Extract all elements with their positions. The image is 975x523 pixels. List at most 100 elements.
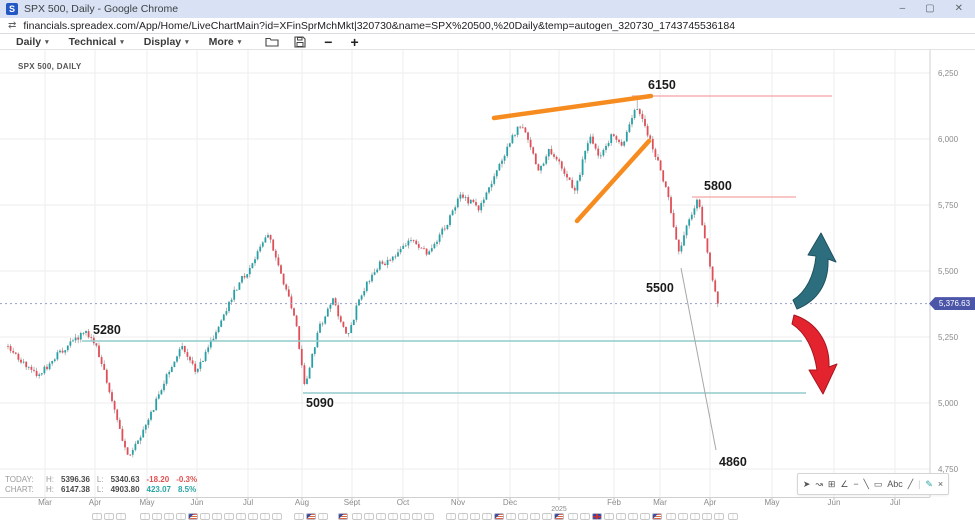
calendar-event-pill[interactable]: [580, 513, 590, 520]
window-controls: – ▢ ✕: [900, 0, 969, 18]
curve-tool-icon[interactable]: ↝: [815, 479, 823, 489]
calendar-event-pill[interactable]: [616, 513, 626, 520]
diagonal-line-tool-icon[interactable]: ╱: [907, 479, 914, 489]
calendar-event-flag-us[interactable]: [188, 513, 198, 520]
trend-line: [491, 93, 654, 121]
calendar-event-flag-us[interactable]: [554, 513, 564, 520]
calendar-event-pill[interactable]: [294, 513, 304, 520]
calendar-event-pill[interactable]: [604, 513, 614, 520]
text-tool-icon[interactable]: Abc: [887, 479, 903, 489]
zoom-out-button[interactable]: −: [324, 33, 333, 50]
candle-body: [657, 157, 659, 161]
candle-body: [651, 138, 654, 150]
calendar-event-pill[interactable]: [446, 513, 456, 520]
calendar-event-pill[interactable]: [104, 513, 114, 520]
candle-body: [150, 411, 152, 420]
candle-body: [547, 149, 550, 157]
calendar-event-pill[interactable]: [318, 513, 328, 520]
candle-body: [173, 361, 176, 367]
candle-body: [43, 366, 46, 374]
calendar-event-pill[interactable]: [152, 513, 162, 520]
calendar-event-pill[interactable]: [666, 513, 676, 520]
calendar-event-pill[interactable]: [470, 513, 480, 520]
candle-body: [384, 263, 386, 265]
calendar-event-pill[interactable]: [212, 513, 222, 520]
calendar-event-pill[interactable]: [458, 513, 468, 520]
calendar-event-flag-us[interactable]: [338, 513, 348, 520]
calendar-event-pill[interactable]: [702, 513, 712, 520]
minimize-icon[interactable]: –: [899, 3, 906, 14]
calendar-event-flag-us[interactable]: [494, 513, 504, 520]
calendar-event-pill[interactable]: [678, 513, 688, 520]
close-icon[interactable]: ✕: [954, 3, 963, 14]
calendar-event-pill[interactable]: [530, 513, 540, 520]
calendar-event-pill[interactable]: [628, 513, 638, 520]
cursor-tool-icon[interactable]: ➤: [802, 479, 811, 489]
candle-body: [165, 374, 168, 384]
candle-body: [285, 284, 288, 290]
calendar-event-pill[interactable]: [352, 513, 362, 520]
candle-body: [277, 257, 280, 266]
calendar-event-pill[interactable]: [690, 513, 700, 520]
address-bar[interactable]: ⇄ financials.spreadex.com/App/Home/LiveC…: [0, 18, 975, 34]
calendar-event-pill[interactable]: [376, 513, 386, 520]
open-folder-icon[interactable]: [265, 36, 280, 47]
chart-canvas[interactable]: [0, 50, 975, 523]
candle-body: [501, 160, 503, 164]
pencil-tool-icon[interactable]: ✎: [925, 479, 933, 489]
calendar-event-flag-uk[interactable]: [592, 513, 602, 520]
candle-body: [618, 139, 620, 142]
candle-body: [168, 371, 171, 375]
url-text[interactable]: financials.spreadex.com/App/Home/LiveCha…: [23, 19, 736, 32]
candle-body: [17, 353, 20, 360]
calendar-event-flag-us[interactable]: [652, 513, 662, 520]
candle-body: [222, 314, 225, 321]
calendar-event-pill[interactable]: [200, 513, 210, 520]
time-tick-label: Nov: [450, 498, 466, 507]
calendar-event-pill[interactable]: [388, 513, 398, 520]
calendar-event-pill[interactable]: [248, 513, 258, 520]
calendar-event-pill[interactable]: [714, 513, 724, 520]
rectangle-tool-icon[interactable]: ▭: [873, 479, 883, 489]
calendar-event-pill[interactable]: [542, 513, 552, 520]
calendar-event-pill[interactable]: [400, 513, 410, 520]
time-tick-label: 2025: [551, 506, 567, 513]
calendar-event-pill[interactable]: [140, 513, 150, 520]
calendar-event-pill[interactable]: [482, 513, 492, 520]
candle-body: [72, 340, 74, 342]
calendar-event-pill[interactable]: [92, 513, 102, 520]
menu-technical[interactable]: Technical ▾: [68, 35, 124, 48]
menu-more[interactable]: More ▾: [208, 35, 242, 48]
calendar-event-pill[interactable]: [640, 513, 650, 520]
horizontal-line-tool-icon[interactable]: −: [853, 479, 859, 489]
menu-daily[interactable]: Daily ▾: [16, 35, 49, 48]
zoom-in-button[interactable]: +: [350, 33, 359, 50]
calendar-event-pill[interactable]: [568, 513, 578, 520]
calendar-event-pill[interactable]: [164, 513, 174, 520]
calendar-event-pill[interactable]: [728, 513, 738, 520]
tab-switch-icon[interactable]: ⇄: [8, 20, 17, 31]
calendar-event-pill[interactable]: [260, 513, 270, 520]
calendar-event-pill[interactable]: [518, 513, 528, 520]
calendar-event-pill[interactable]: [272, 513, 282, 520]
calendar-event-flag-us[interactable]: [306, 513, 316, 520]
candle-body: [272, 239, 275, 251]
maximize-icon[interactable]: ▢: [925, 3, 935, 14]
grid-tool-icon[interactable]: ⊞: [827, 479, 836, 489]
calendar-event-pill[interactable]: [412, 513, 422, 520]
calendar-event-pill[interactable]: [176, 513, 186, 520]
calendar-event-pill[interactable]: [116, 513, 126, 520]
calendar-event-pill[interactable]: [424, 513, 434, 520]
calendar-event-pill[interactable]: [224, 513, 234, 520]
calendar-event-pill[interactable]: [236, 513, 246, 520]
candle-body: [529, 139, 532, 148]
chevron-down-icon: ▾: [185, 38, 189, 46]
calendar-event-pill[interactable]: [364, 513, 374, 520]
menu-display[interactable]: Display ▾: [143, 35, 189, 48]
save-icon[interactable]: [294, 35, 306, 48]
trend-angle-tool-icon[interactable]: ∠: [840, 479, 849, 489]
candle-body: [280, 265, 282, 274]
close-toolbar-icon[interactable]: ×: [937, 479, 944, 489]
calendar-event-pill[interactable]: [506, 513, 516, 520]
segment-tool-icon[interactable]: ╲: [863, 479, 869, 489]
